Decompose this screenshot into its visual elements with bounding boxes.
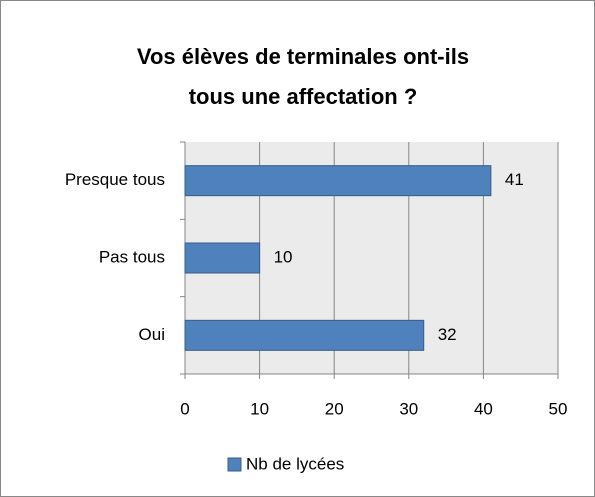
x-tick-label: 10 bbox=[250, 399, 269, 418]
legend-label: Nb de lycées bbox=[246, 454, 344, 473]
x-tick-label: 20 bbox=[325, 399, 344, 418]
y-tick-label: Pas tous bbox=[99, 247, 165, 266]
bar bbox=[184, 319, 425, 351]
x-tick-label: 30 bbox=[399, 399, 418, 418]
x-tick-label: 50 bbox=[549, 399, 568, 418]
chart-title: Vos élèves de terminales ont-ils bbox=[137, 44, 469, 69]
data-label: 41 bbox=[505, 170, 524, 189]
data-label: 32 bbox=[438, 325, 457, 344]
chart-title: tous une affectation ? bbox=[189, 84, 418, 109]
bar bbox=[184, 242, 261, 274]
x-tick-label: 0 bbox=[180, 399, 189, 418]
x-tick-label: 40 bbox=[474, 399, 493, 418]
data-label: 10 bbox=[274, 247, 293, 266]
bar bbox=[184, 165, 492, 197]
y-tick-label: Oui bbox=[139, 325, 165, 344]
y-tick-label: Presque tous bbox=[65, 170, 165, 189]
legend-swatch bbox=[227, 457, 242, 472]
